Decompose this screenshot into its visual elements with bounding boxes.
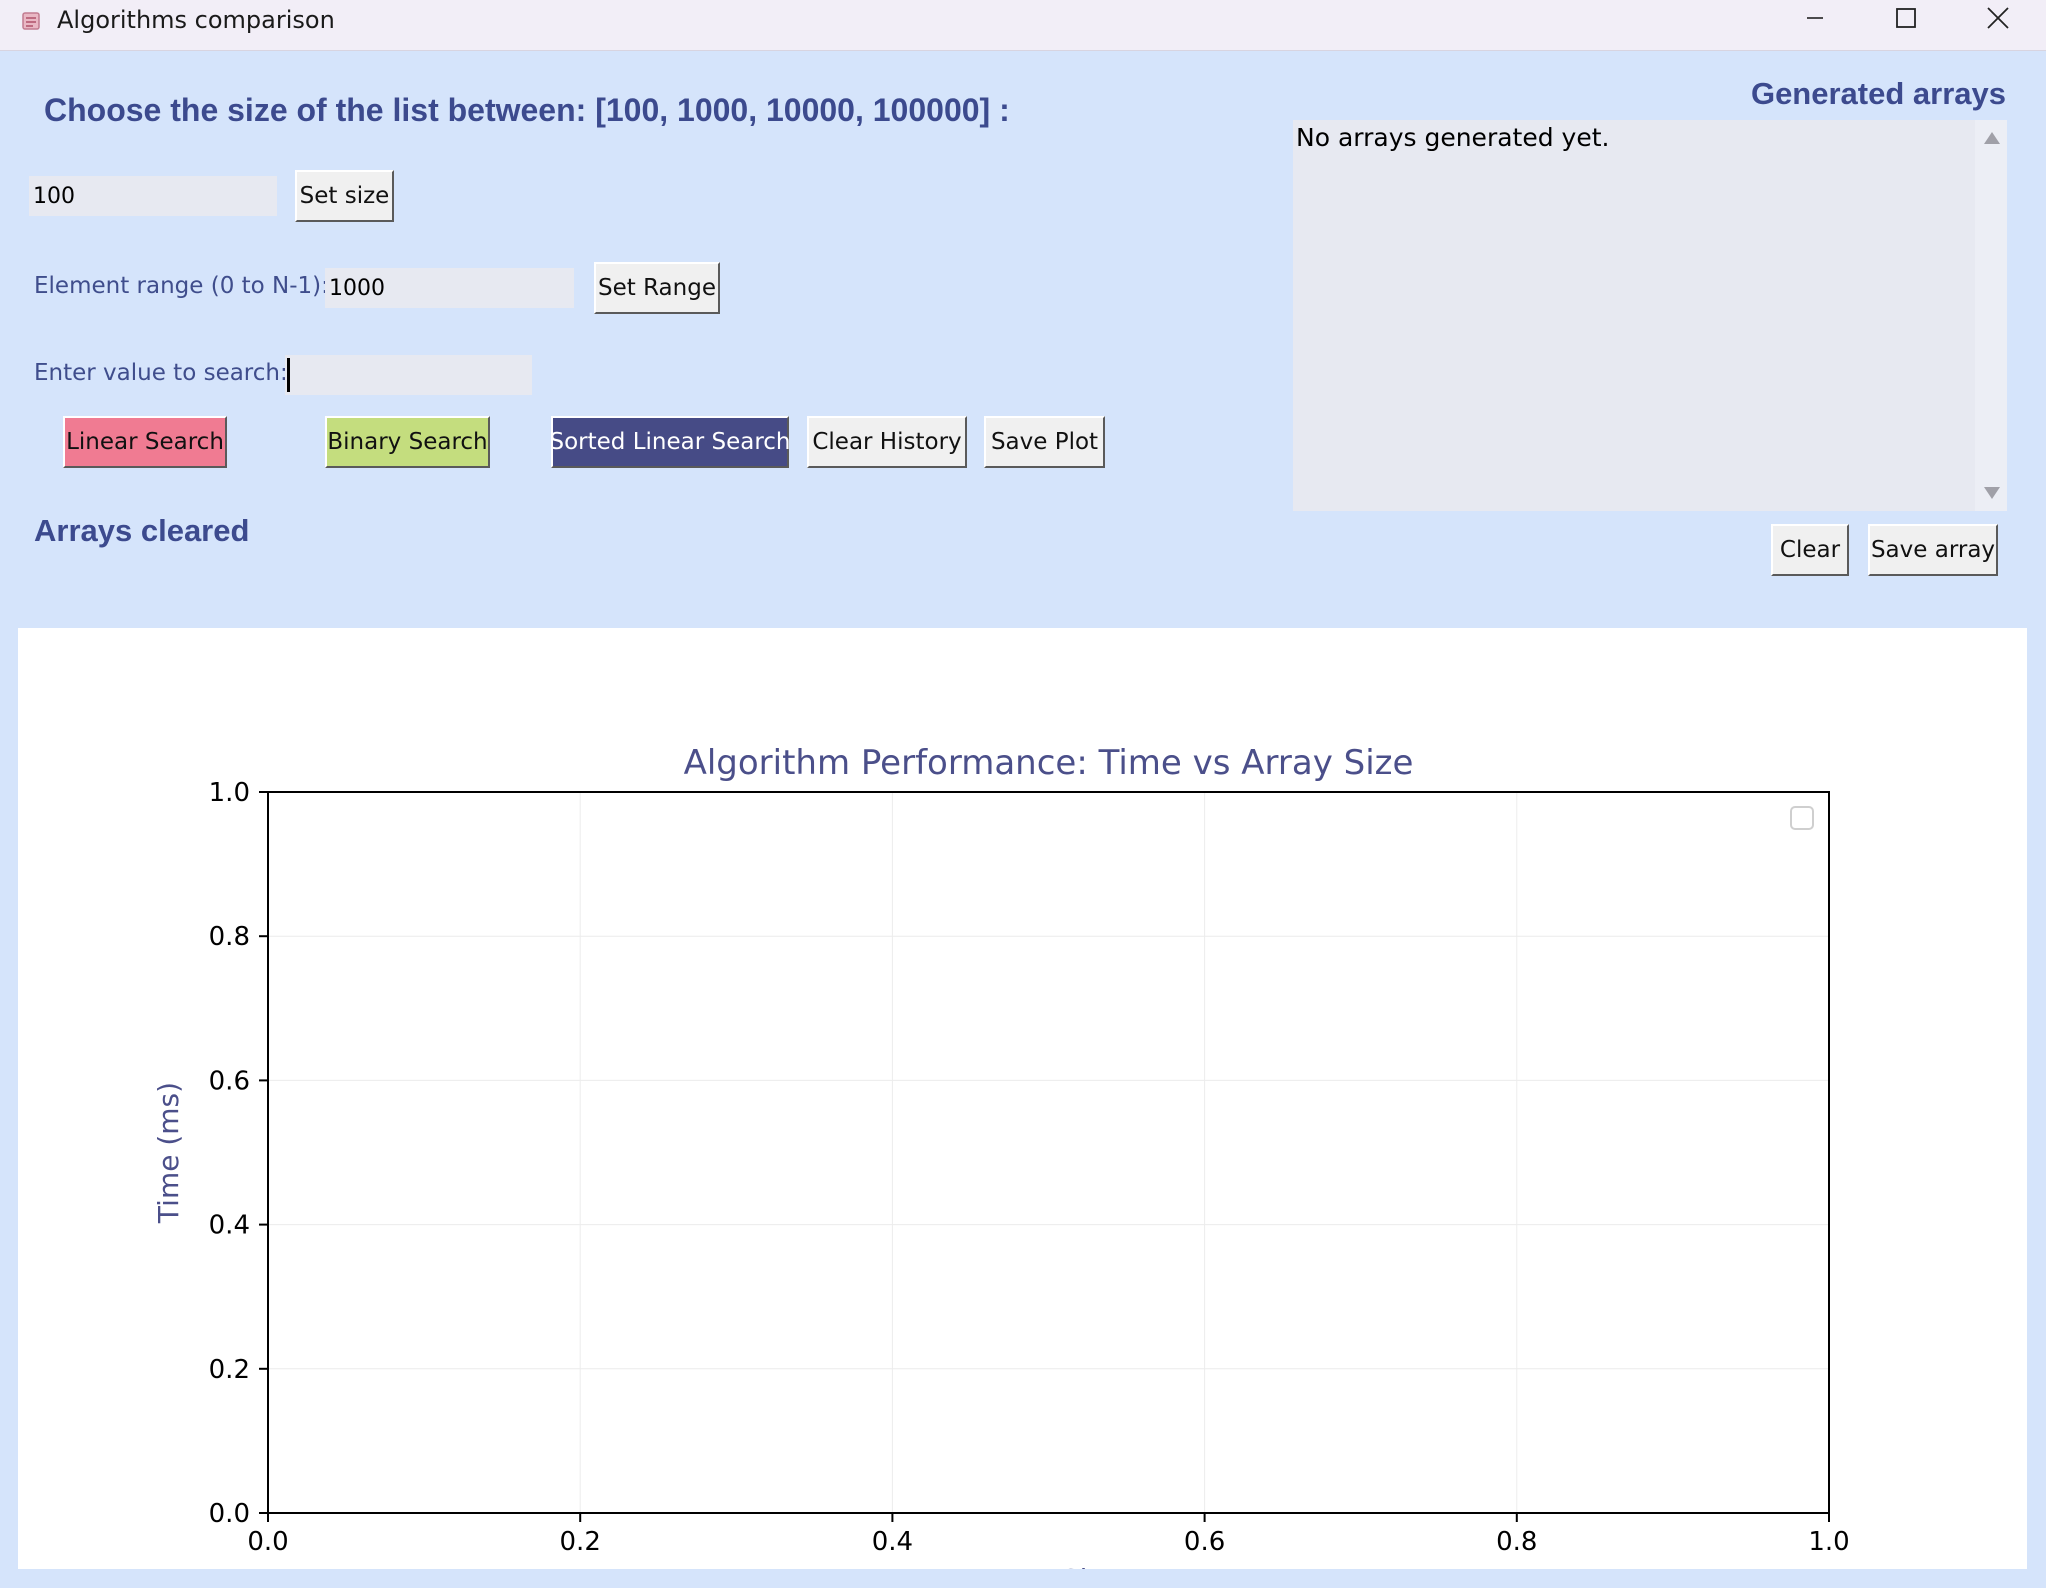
sorted-linear-search-button[interactable]: Sorted Linear Search [549,416,791,468]
y-axis-label: Time (ms) [152,1082,185,1224]
minimize-button[interactable] [1770,0,1860,40]
window-title: Algorithms comparison [57,6,335,34]
search-input[interactable] [285,355,532,395]
close-button[interactable] [1953,0,2043,40]
x-tick-label: 0.4 [872,1527,913,1557]
arrays-scrollbar[interactable] [1975,120,2007,511]
clear-arrays-button[interactable]: Clear [1771,524,1849,576]
close-icon [1986,6,2010,34]
main-window-content: Choose the size of the list between: [10… [0,51,2046,1588]
y-tick-label: 0.4 [209,1211,250,1241]
performance-chart: 0.0 0.2 0.4 0.6 0.8 1.0 0.0 0.2 0.4 0.6 0.8 1.0 Algo… [152,743,1850,1588]
scroll-down-icon[interactable] [1983,485,2001,504]
y-tick-label: 0.2 [209,1355,250,1385]
title-bar: Algorithms comparison [0,0,2046,51]
text-cursor [287,358,290,392]
y-tick-label: 0.0 [209,1499,250,1529]
arrays-textbox[interactable]: No arrays generated yet. [1293,120,2007,511]
range-label: Element range (0 to N-1): [34,273,329,299]
plot-frame [267,791,1830,1514]
x-axis-label: Array Size [978,1563,1120,1569]
clear-history-button[interactable]: Clear History [807,416,967,468]
size-prompt: Choose the size of the list between: [10… [44,92,1010,128]
status-message: Arrays cleared [34,513,250,548]
x-tick-label: 0.0 [247,1527,288,1557]
chart-title: Algorithm Performance: Time vs Array Siz… [684,743,1414,783]
save-array-button[interactable]: Save array [1868,524,1998,576]
minimize-icon [1805,8,1825,32]
x-tick-label: 1.0 [1808,1527,1849,1557]
search-label: Enter value to search: [34,360,288,386]
arrays-panel-title: Generated arrays [1750,76,2006,111]
binary-search-button[interactable]: Binary Search [325,416,490,468]
x-tick-label: 0.8 [1496,1527,1537,1557]
y-tick-label: 0.6 [209,1066,250,1096]
app-icon [20,10,42,32]
y-tick-label: 1.0 [209,778,250,808]
y-tick-label: 0.8 [209,922,250,952]
linear-search-button[interactable]: Linear Search [63,416,227,468]
legend-box [1790,806,1814,830]
range-input[interactable] [325,268,574,308]
maximize-icon [1895,7,1917,33]
size-input[interactable] [29,176,277,216]
scroll-up-icon[interactable] [1983,130,2001,149]
plot-panel: 0.0 0.2 0.4 0.6 0.8 1.0 0.0 0.2 0.4 0.6 0.8 1.0 Algo… [18,628,2027,1588]
save-plot-button[interactable]: Save Plot [984,416,1105,468]
set-range-button[interactable]: Set Range [594,262,720,314]
x-tick-label: 0.2 [560,1527,601,1557]
set-size-button[interactable]: Set size [295,170,394,222]
x-tick-label: 0.6 [1184,1527,1225,1557]
arrays-textbox-content: No arrays generated yet. [1296,123,1610,152]
maximize-button[interactable] [1861,0,1951,40]
